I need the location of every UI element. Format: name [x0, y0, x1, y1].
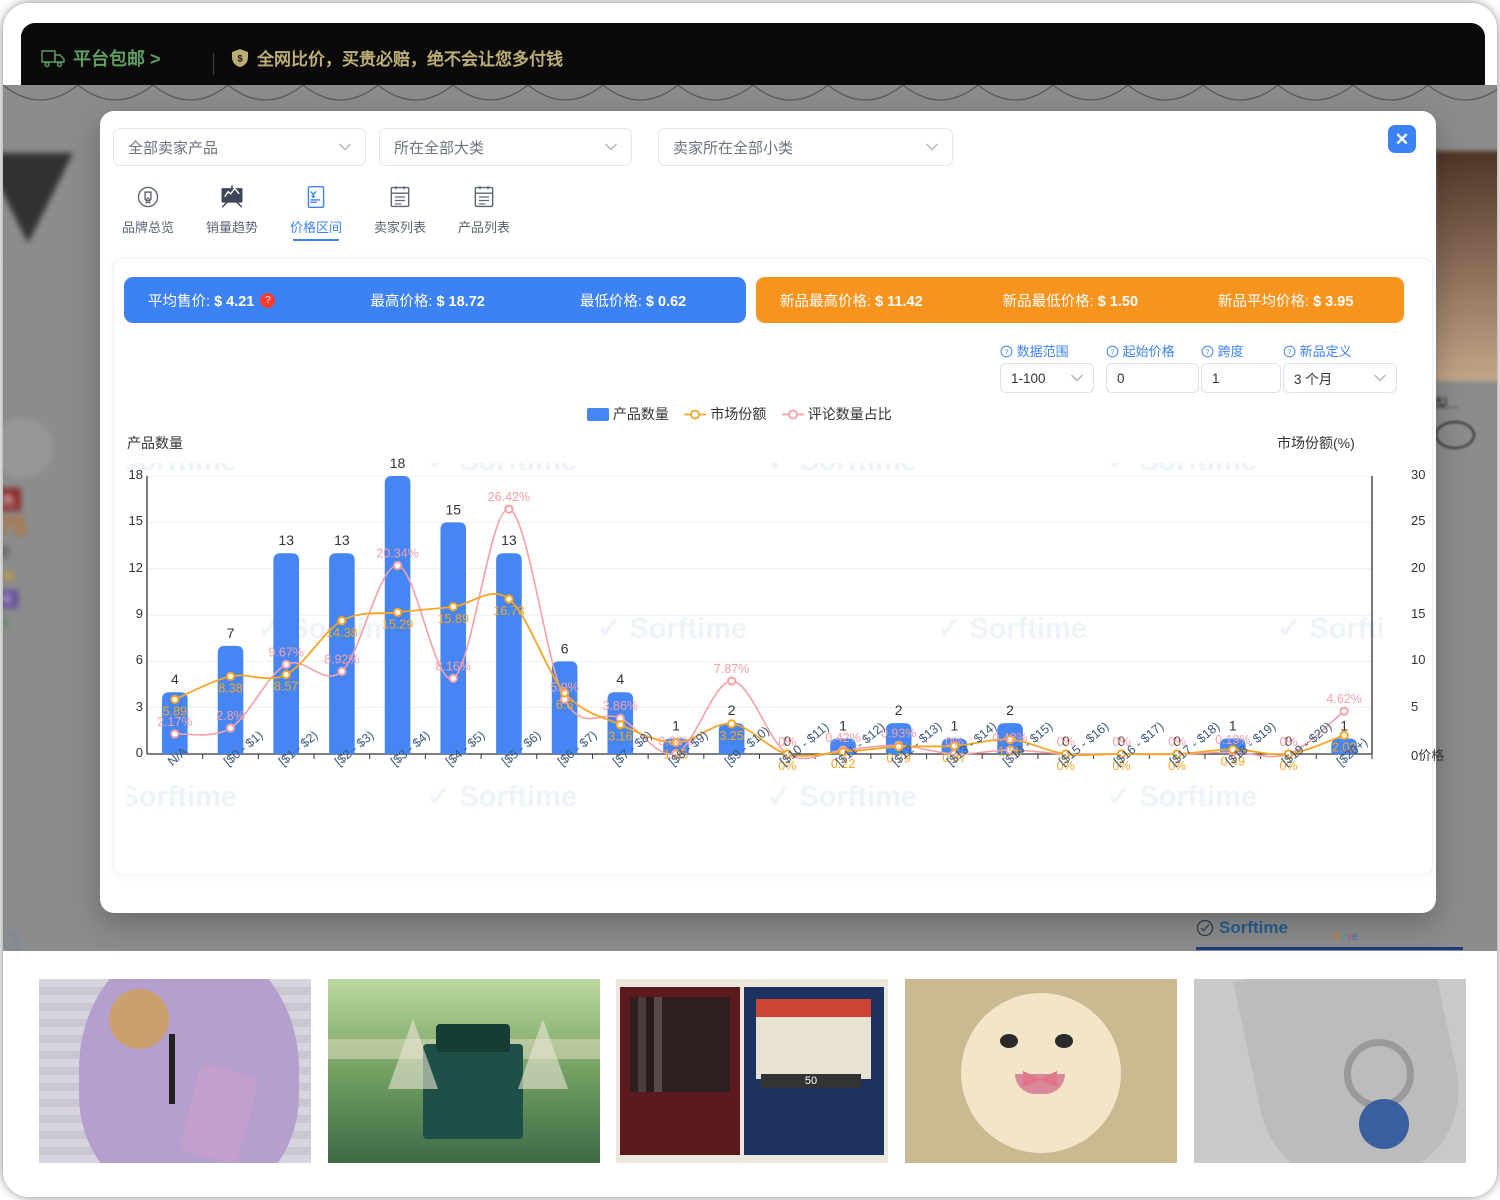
svg-text:1: 1: [672, 718, 680, 734]
svg-text:6.6: 6.6: [556, 698, 573, 712]
svg-text:5.9%: 5.9%: [550, 680, 579, 694]
svg-text:4: 4: [171, 671, 179, 687]
svg-text:13: 13: [501, 532, 517, 548]
svg-text:7: 7: [227, 625, 235, 641]
svg-text:18: 18: [390, 455, 406, 471]
svg-text:15.89: 15.89: [438, 612, 469, 626]
svg-text:2: 2: [895, 702, 903, 718]
svg-text:4: 4: [616, 671, 624, 687]
svg-text:1: 1: [1229, 718, 1237, 734]
svg-text:16.73: 16.73: [493, 604, 524, 618]
svg-text:1: 1: [950, 718, 958, 734]
svg-text:8.16%: 8.16%: [436, 659, 471, 673]
svg-text:2: 2: [728, 702, 736, 718]
svg-text:9.67%: 9.67%: [268, 645, 303, 659]
svg-text:13: 13: [334, 532, 350, 548]
svg-text:20.34%: 20.34%: [376, 547, 418, 561]
svg-text:3.86%: 3.86%: [603, 699, 638, 713]
svg-text:15.29: 15.29: [382, 617, 413, 631]
svg-text:26.42%: 26.42%: [488, 490, 530, 504]
svg-text:13: 13: [278, 532, 294, 548]
svg-text:8.92%: 8.92%: [324, 652, 359, 666]
svg-text:7.87%: 7.87%: [714, 662, 749, 676]
svg-text:5.89: 5.89: [163, 704, 187, 718]
svg-text:14.38: 14.38: [326, 626, 357, 640]
svg-text:15: 15: [445, 501, 461, 517]
svg-text:8.57: 8.57: [274, 680, 298, 694]
svg-text:4.62%: 4.62%: [1326, 692, 1361, 706]
svg-text:3.25: 3.25: [719, 729, 743, 743]
svg-text:8.38: 8.38: [218, 681, 242, 695]
svg-text:2: 2: [1006, 702, 1014, 718]
svg-text:$: $: [237, 53, 243, 64]
svg-text:6: 6: [561, 640, 569, 656]
